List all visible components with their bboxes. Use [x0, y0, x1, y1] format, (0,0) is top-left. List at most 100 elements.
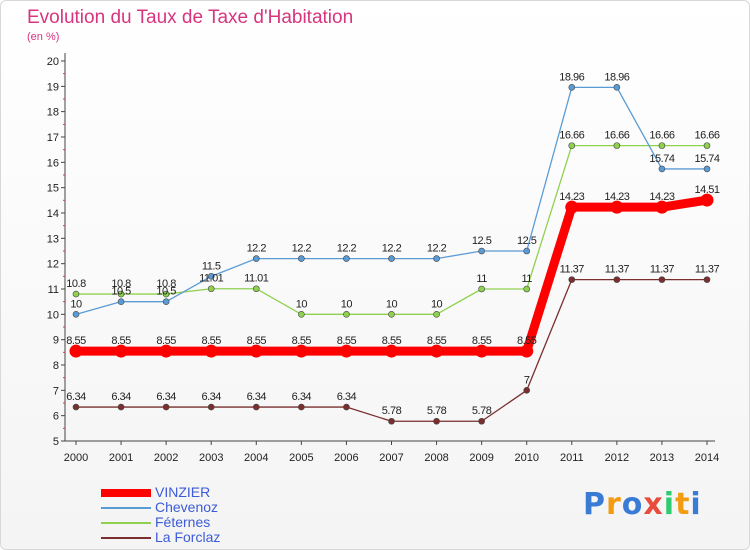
data-label: 11.01 — [199, 273, 224, 285]
data-point — [568, 142, 576, 149]
data-point — [207, 285, 215, 293]
data-point — [433, 311, 440, 318]
data-point — [162, 290, 170, 298]
legend-label: La Forclaz — [155, 529, 221, 545]
y-tick-label: 16 — [47, 157, 59, 169]
data-label: 11 — [476, 273, 487, 285]
legend-label: Féternes — [155, 514, 211, 530]
data-label: 8.55 — [382, 335, 402, 347]
x-tick-label: 2009 — [469, 452, 493, 464]
data-label: 12.2 — [292, 243, 312, 255]
y-tick-label: 12 — [47, 259, 59, 271]
data-label: 14.23 — [604, 191, 629, 203]
data-point — [207, 403, 215, 411]
y-tick-label: 6 — [53, 411, 59, 423]
legend-label: VINZIER — [155, 484, 211, 500]
x-tick-label: 2010 — [514, 452, 538, 464]
data-label: 6.34 — [202, 391, 222, 403]
data-label: 8.55 — [292, 335, 312, 347]
data-label: 10.8 — [156, 278, 176, 290]
data-point — [475, 344, 489, 358]
x-tick-label: 2005 — [289, 452, 313, 464]
data-label: 11.01 — [244, 273, 269, 285]
data-label: 11.37 — [695, 264, 720, 276]
data-label: 8.55 — [66, 335, 86, 347]
data-label: 15.74 — [649, 153, 674, 165]
legend-label: Chevenoz — [155, 499, 219, 515]
data-point — [117, 298, 125, 305]
data-point — [613, 84, 621, 91]
logo-letter: r — [606, 487, 622, 522]
y-tick-label: 13 — [47, 233, 59, 245]
logo-letter: i — [663, 487, 676, 522]
data-label: 12.5 — [517, 235, 537, 247]
data-point — [478, 285, 485, 293]
data-label: 11.37 — [650, 264, 675, 276]
data-label: 10.5 — [111, 286, 131, 298]
data-point — [343, 311, 350, 318]
data-point — [523, 247, 531, 255]
data-point — [523, 285, 531, 293]
data-point — [72, 290, 80, 298]
data-point — [565, 200, 579, 214]
data-label: 8.55 — [111, 335, 131, 347]
data-point — [298, 255, 305, 262]
data-label: 12.2 — [382, 243, 402, 255]
data-label: 8.55 — [202, 335, 222, 347]
data-point — [204, 344, 218, 358]
data-label: 10 — [341, 298, 353, 310]
data-label: 16.66 — [649, 130, 674, 142]
data-point — [252, 255, 260, 262]
y-tick-label: 10 — [47, 309, 59, 321]
data-label: 12.5 — [472, 235, 492, 247]
y-tick-label: 19 — [47, 81, 59, 93]
data-label: 10.5 — [156, 286, 176, 298]
x-tick-label: 2001 — [109, 452, 133, 464]
data-label: 6.34 — [292, 391, 312, 403]
chart-subtitle: (en %) — [27, 31, 60, 43]
data-point — [700, 193, 714, 207]
x-tick-label: 2006 — [334, 452, 358, 464]
legend-item: Chevenoz — [101, 500, 220, 515]
legend-swatch — [101, 488, 151, 497]
data-label: 11.37 — [605, 264, 630, 276]
y-tick-label: 8 — [53, 360, 59, 372]
data-point — [433, 417, 440, 425]
y-tick-label: 7 — [53, 385, 59, 397]
data-label: 6.34 — [156, 391, 176, 403]
data-point — [388, 255, 395, 262]
legend-item: Féternes — [101, 515, 220, 530]
data-label: 5.78 — [427, 405, 447, 417]
data-label: 8.55 — [337, 335, 357, 347]
data-point — [523, 387, 531, 394]
data-label: 10 — [431, 298, 443, 310]
data-point — [478, 247, 485, 255]
y-tick-label: 20 — [47, 56, 59, 68]
data-label: 8.55 — [472, 335, 492, 347]
y-tick-label: 5 — [53, 436, 59, 448]
chart-title: Evolution du Taux de Taxe d'Habitation — [27, 7, 354, 28]
data-point — [159, 344, 173, 358]
data-point — [703, 165, 711, 173]
x-tick-label: 2002 — [154, 452, 178, 464]
data-label: 5.78 — [472, 405, 492, 417]
data-point — [388, 417, 395, 425]
chart-legend: VINZIER Chevenoz Féternes La Forclaz — [101, 485, 220, 545]
data-point — [703, 142, 711, 149]
data-point — [655, 200, 669, 214]
data-label: 16.66 — [604, 130, 629, 142]
data-point — [703, 276, 711, 283]
legend-swatch — [101, 521, 151, 524]
data-point — [568, 84, 576, 91]
data-point — [117, 290, 125, 298]
data-point — [294, 344, 308, 358]
data-label: 7 — [524, 374, 530, 386]
data-label: 16.66 — [694, 130, 719, 142]
data-label: 8.55 — [247, 335, 267, 347]
logo-letter: P — [583, 487, 606, 522]
data-point — [658, 276, 666, 283]
data-label: 8.55 — [156, 335, 176, 347]
data-point — [568, 276, 576, 283]
y-tick-label: 11 — [48, 284, 59, 296]
